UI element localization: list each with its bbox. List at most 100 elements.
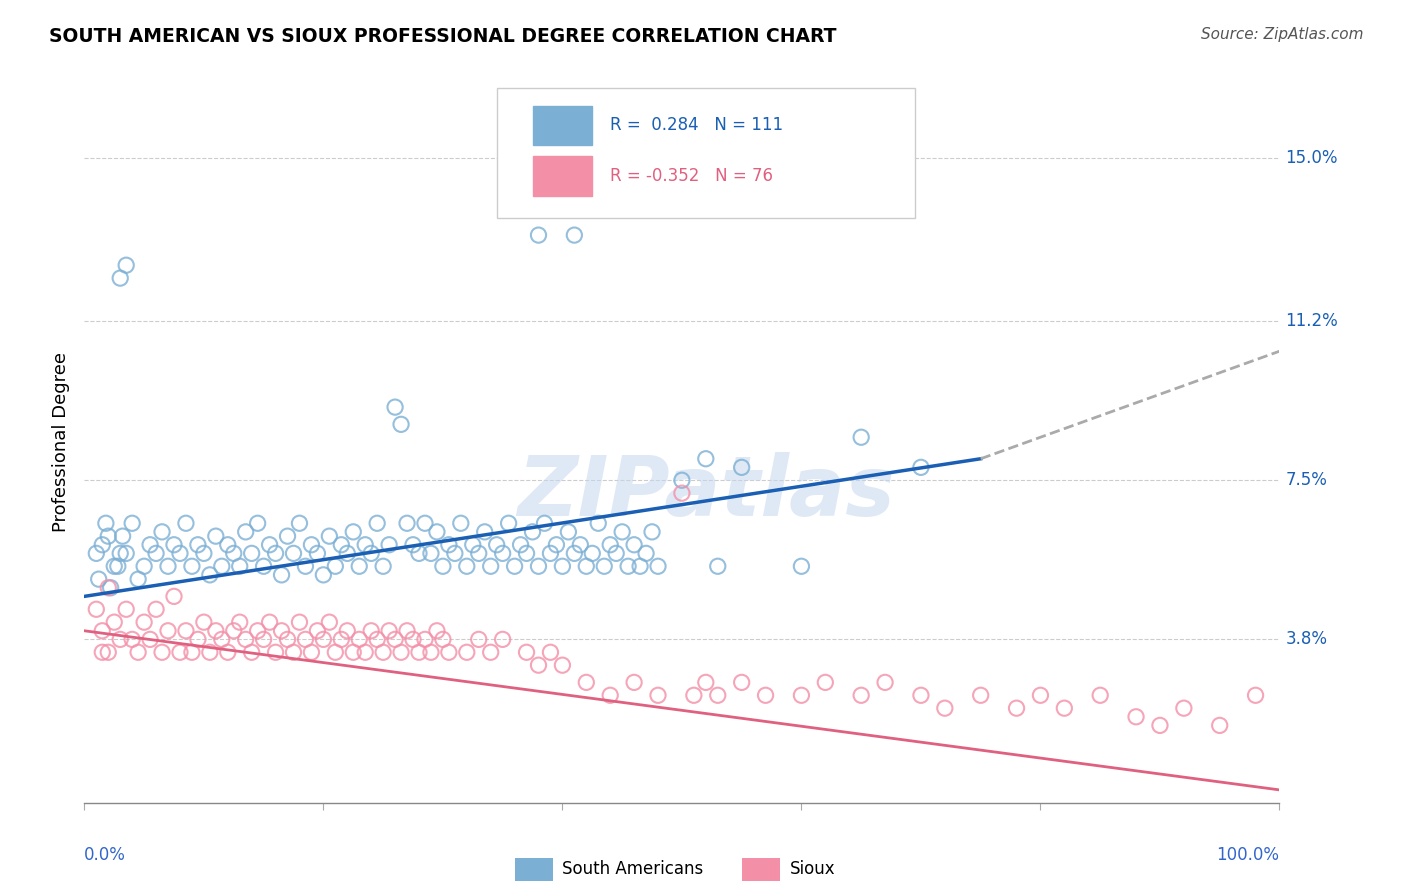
- Point: [121, 516, 143, 531]
- Point: [413, 632, 436, 647]
- Text: ZIPatlas: ZIPatlas: [517, 451, 894, 533]
- Point: [485, 538, 508, 552]
- Point: [468, 632, 491, 647]
- Point: [456, 645, 478, 659]
- Text: South Americans: South Americans: [562, 860, 703, 879]
- Point: [283, 546, 305, 560]
- Point: [498, 516, 520, 531]
- Point: [336, 546, 359, 560]
- Point: [264, 645, 287, 659]
- Point: [235, 632, 257, 647]
- Point: [100, 581, 122, 595]
- Point: [360, 624, 382, 638]
- Text: R =  0.284   N = 111: R = 0.284 N = 111: [610, 116, 783, 134]
- Point: [366, 516, 388, 531]
- Point: [707, 688, 730, 702]
- Point: [211, 632, 233, 647]
- Point: [408, 546, 430, 560]
- Point: [432, 632, 454, 647]
- Point: [402, 632, 425, 647]
- Point: [87, 572, 110, 586]
- Point: [588, 516, 610, 531]
- Point: [546, 538, 568, 552]
- Point: [307, 546, 329, 560]
- Point: [217, 538, 239, 552]
- Point: [1149, 718, 1171, 732]
- Point: [181, 559, 204, 574]
- Point: [509, 538, 531, 552]
- Point: [259, 538, 281, 552]
- Point: [408, 645, 430, 659]
- Point: [217, 645, 239, 659]
- Point: [115, 602, 138, 616]
- Bar: [515, 858, 553, 880]
- Point: [605, 546, 627, 560]
- Point: [474, 524, 496, 539]
- Point: [695, 675, 717, 690]
- Text: R = -0.352   N = 76: R = -0.352 N = 76: [610, 167, 773, 185]
- Point: [110, 546, 132, 560]
- Point: [110, 632, 132, 647]
- Point: [527, 228, 550, 243]
- Point: [205, 624, 228, 638]
- Point: [581, 546, 603, 560]
- Point: [240, 645, 263, 659]
- Point: [426, 524, 449, 539]
- Point: [516, 546, 538, 560]
- Point: [132, 559, 156, 574]
- Point: [253, 632, 276, 647]
- Point: [731, 675, 754, 690]
- Point: [875, 675, 897, 690]
- Point: [731, 460, 754, 475]
- Point: [288, 615, 311, 630]
- Point: [444, 546, 467, 560]
- Point: [461, 538, 484, 552]
- Point: [479, 559, 502, 574]
- Point: [301, 538, 323, 552]
- Text: 0.0%: 0.0%: [84, 847, 127, 864]
- Point: [790, 559, 813, 574]
- Point: [139, 632, 162, 647]
- Text: 3.8%: 3.8%: [1285, 631, 1327, 648]
- Point: [330, 538, 353, 552]
- Point: [612, 524, 634, 539]
- Point: [934, 701, 956, 715]
- Point: [564, 546, 586, 560]
- Point: [211, 559, 233, 574]
- Point: [246, 624, 269, 638]
- Point: [396, 516, 419, 531]
- Point: [557, 524, 579, 539]
- Point: [115, 258, 138, 272]
- Point: [814, 675, 837, 690]
- Text: 11.2%: 11.2%: [1285, 312, 1339, 330]
- Text: Source: ZipAtlas.com: Source: ZipAtlas.com: [1201, 27, 1364, 42]
- Point: [373, 645, 395, 659]
- Point: [163, 590, 186, 604]
- Point: [540, 645, 562, 659]
- Point: [551, 559, 574, 574]
- Point: [683, 688, 706, 702]
- Point: [437, 538, 460, 552]
- Point: [851, 430, 873, 444]
- Point: [790, 688, 813, 702]
- Point: [492, 546, 515, 560]
- Point: [294, 632, 316, 647]
- Point: [288, 516, 311, 531]
- Point: [349, 559, 371, 574]
- Point: [193, 615, 215, 630]
- Point: [910, 460, 932, 475]
- Point: [647, 559, 669, 574]
- Point: [253, 559, 276, 574]
- Point: [205, 529, 228, 543]
- Point: [707, 559, 730, 574]
- Point: [121, 632, 143, 647]
- Point: [456, 559, 478, 574]
- Point: [636, 546, 658, 560]
- Y-axis label: Professional Degree: Professional Degree: [52, 351, 70, 532]
- Point: [366, 632, 388, 647]
- Point: [1125, 710, 1147, 724]
- Text: SOUTH AMERICAN VS SIOUX PROFESSIONAL DEGREE CORRELATION CHART: SOUTH AMERICAN VS SIOUX PROFESSIONAL DEG…: [49, 27, 837, 45]
- Point: [378, 538, 401, 552]
- Point: [1173, 701, 1195, 715]
- Point: [420, 546, 443, 560]
